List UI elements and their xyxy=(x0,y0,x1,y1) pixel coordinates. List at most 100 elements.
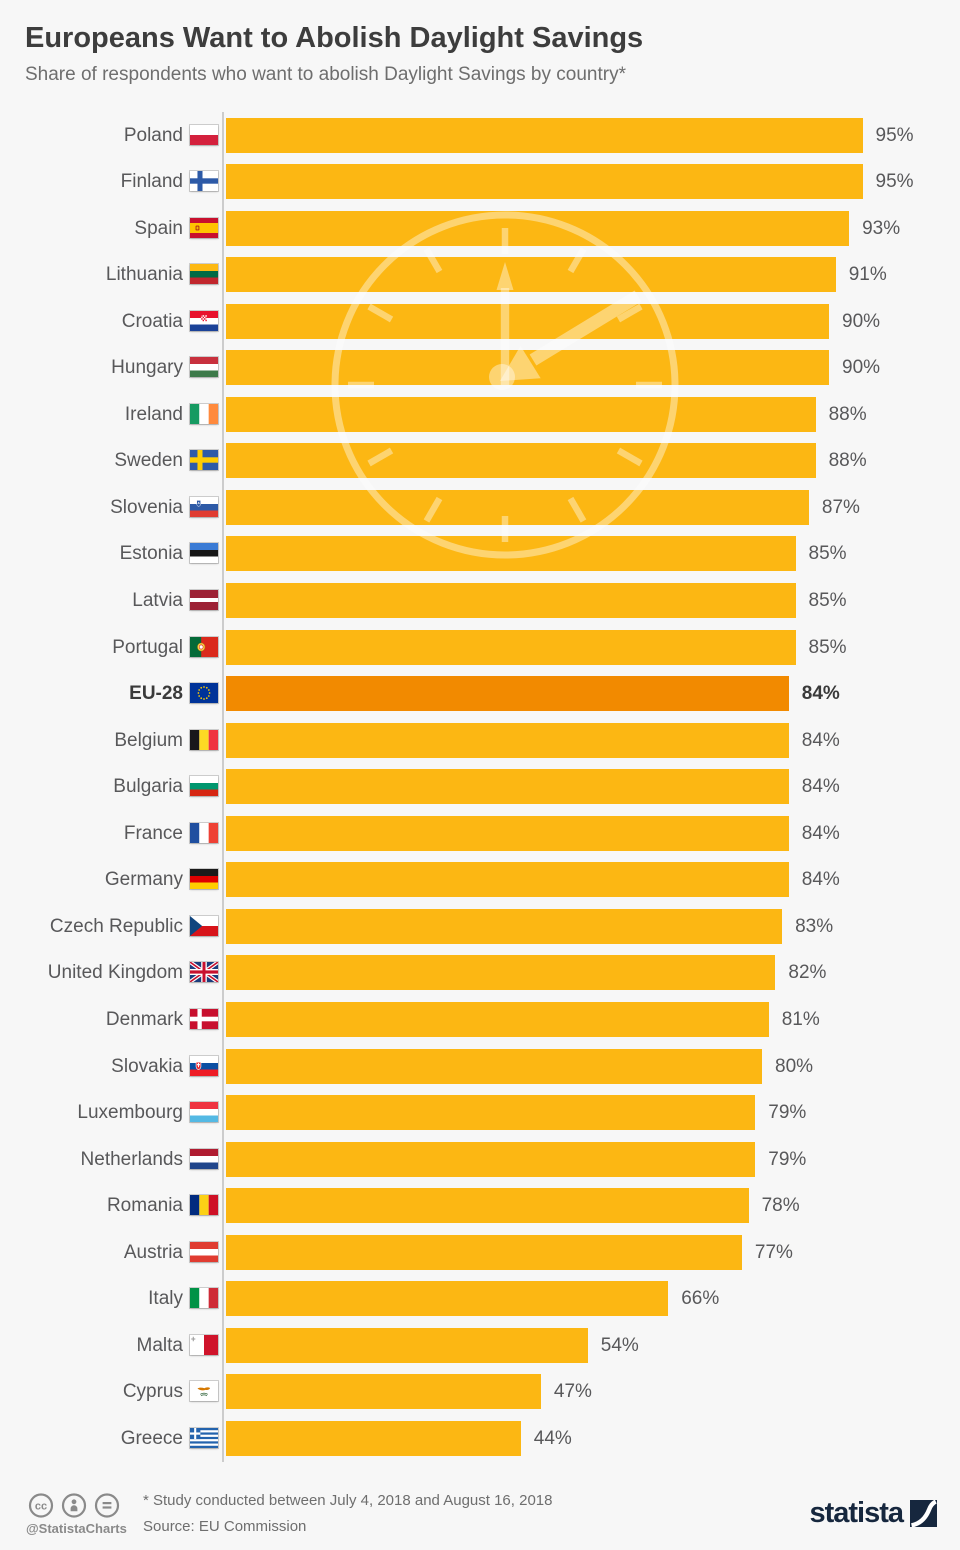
bar xyxy=(226,443,816,479)
bar xyxy=(226,1001,769,1037)
country-label: Denmark xyxy=(105,1008,183,1030)
bar-row: Malta 54% xyxy=(0,1327,960,1363)
bar xyxy=(226,1327,588,1363)
flag-austria-icon xyxy=(190,1241,218,1262)
country-label: Netherlands xyxy=(80,1148,183,1170)
flag-germany-icon xyxy=(190,869,218,890)
statista-logo-mark-icon xyxy=(910,1500,937,1527)
country-label: Slovenia xyxy=(110,496,183,518)
flag-portugal-icon xyxy=(190,636,218,657)
bar-row: Ireland 88% xyxy=(0,396,960,432)
bar xyxy=(226,350,829,386)
bar xyxy=(226,489,809,525)
country-label: United Kingdom xyxy=(47,962,183,984)
country-label: Greece xyxy=(120,1427,183,1449)
country-label: Austria xyxy=(123,1241,183,1263)
bar xyxy=(226,1048,762,1084)
bar-row: Portugal 85% xyxy=(0,629,960,665)
value-label: 77% xyxy=(754,1241,793,1263)
flag-slovakia-icon xyxy=(190,1055,218,1076)
bar-row: Lithuania 91% xyxy=(0,257,960,293)
value-label: 91% xyxy=(848,264,887,286)
country-label: Romania xyxy=(106,1195,183,1217)
value-label: 90% xyxy=(842,357,881,379)
flag-hungary-icon xyxy=(190,357,218,378)
bar-row: Sweden 88% xyxy=(0,443,960,479)
value-label: 66% xyxy=(681,1288,720,1310)
bar xyxy=(226,1141,756,1177)
bar xyxy=(226,722,789,758)
country-label: Portugal xyxy=(112,636,183,658)
svg-text:cc: cc xyxy=(35,1501,47,1513)
bar-row: Greece 44% xyxy=(0,1420,960,1456)
bar xyxy=(226,1095,756,1131)
value-label: 54% xyxy=(600,1334,639,1356)
bar xyxy=(226,1420,521,1456)
bar-row: Croatia 90% xyxy=(0,303,960,339)
cc-icon xyxy=(28,1493,54,1518)
flag-united-kingdom-icon xyxy=(190,962,218,983)
country-label: Latvia xyxy=(132,590,183,611)
bar xyxy=(226,908,783,944)
bar-row: Spain 93% xyxy=(0,210,960,246)
country-label: Poland xyxy=(123,124,183,146)
page-title: Europeans Want to Abolish Daylight Savin… xyxy=(25,22,644,54)
value-label: 47% xyxy=(553,1381,592,1403)
bar xyxy=(226,396,816,432)
statista-logo: statista xyxy=(809,1497,937,1530)
value-label: 79% xyxy=(768,1102,807,1124)
bar-row: Netherlands 79% xyxy=(0,1141,960,1177)
flag-netherlands-icon xyxy=(190,1148,218,1169)
flag-italy-icon xyxy=(190,1288,218,1309)
flag-ireland-icon xyxy=(190,403,218,424)
statista-charts-handle: @StatistaCharts xyxy=(26,1521,127,1536)
country-label: France xyxy=(123,822,183,844)
bar-row: Denmark 81% xyxy=(0,1001,960,1037)
value-label: 85% xyxy=(808,636,847,658)
flag-luxembourg-icon xyxy=(190,1102,218,1123)
country-label: Estonia xyxy=(119,543,183,565)
flag-finland-icon xyxy=(190,171,218,192)
equal-icon xyxy=(94,1493,120,1518)
bar-row: Hungary 90% xyxy=(0,350,960,386)
bar xyxy=(226,862,789,898)
flag-czech-republic-icon xyxy=(190,915,218,936)
value-label: 80% xyxy=(775,1055,814,1077)
country-label: Sweden xyxy=(114,450,183,472)
country-label: Germany xyxy=(104,869,183,891)
country-label: Spain xyxy=(134,217,183,239)
value-label: 88% xyxy=(828,403,867,425)
flag-lithuania-icon xyxy=(190,264,218,285)
bar xyxy=(226,1234,742,1270)
flag-denmark-icon xyxy=(190,1008,218,1029)
bar-row: Belgium 84% xyxy=(0,722,960,758)
bar xyxy=(226,303,829,339)
page-subtitle: Share of respondents who want to abolish… xyxy=(25,64,626,85)
value-label: 84% xyxy=(801,776,840,798)
flag-cyprus-icon xyxy=(190,1381,218,1402)
bar-row: Finland 95% xyxy=(0,164,960,200)
statista-wordmark: statista xyxy=(809,1497,904,1529)
value-label: 79% xyxy=(768,1148,807,1170)
flag-romania-icon xyxy=(190,1195,218,1216)
bar-row: Czech Republic 83% xyxy=(0,908,960,944)
bar xyxy=(226,257,836,293)
country-label: Italy xyxy=(148,1288,183,1310)
flag-eu-icon xyxy=(190,683,218,704)
value-label: 87% xyxy=(821,496,860,518)
bar xyxy=(226,629,796,665)
bar-row: Bulgaria 84% xyxy=(0,769,960,805)
bar xyxy=(226,164,863,200)
bar-row: Romania 78% xyxy=(0,1188,960,1224)
bar xyxy=(226,955,776,991)
value-label: 93% xyxy=(862,217,901,239)
flag-croatia-icon xyxy=(190,310,218,331)
bar-row: EU-28 84% xyxy=(0,676,960,712)
attribution-person-icon xyxy=(61,1493,87,1518)
value-label: 85% xyxy=(808,543,847,565)
bar xyxy=(226,676,789,712)
flag-spain-icon xyxy=(190,217,218,238)
country-label: Bulgaria xyxy=(113,776,183,798)
bar-row: Cyprus 47% xyxy=(0,1374,960,1410)
